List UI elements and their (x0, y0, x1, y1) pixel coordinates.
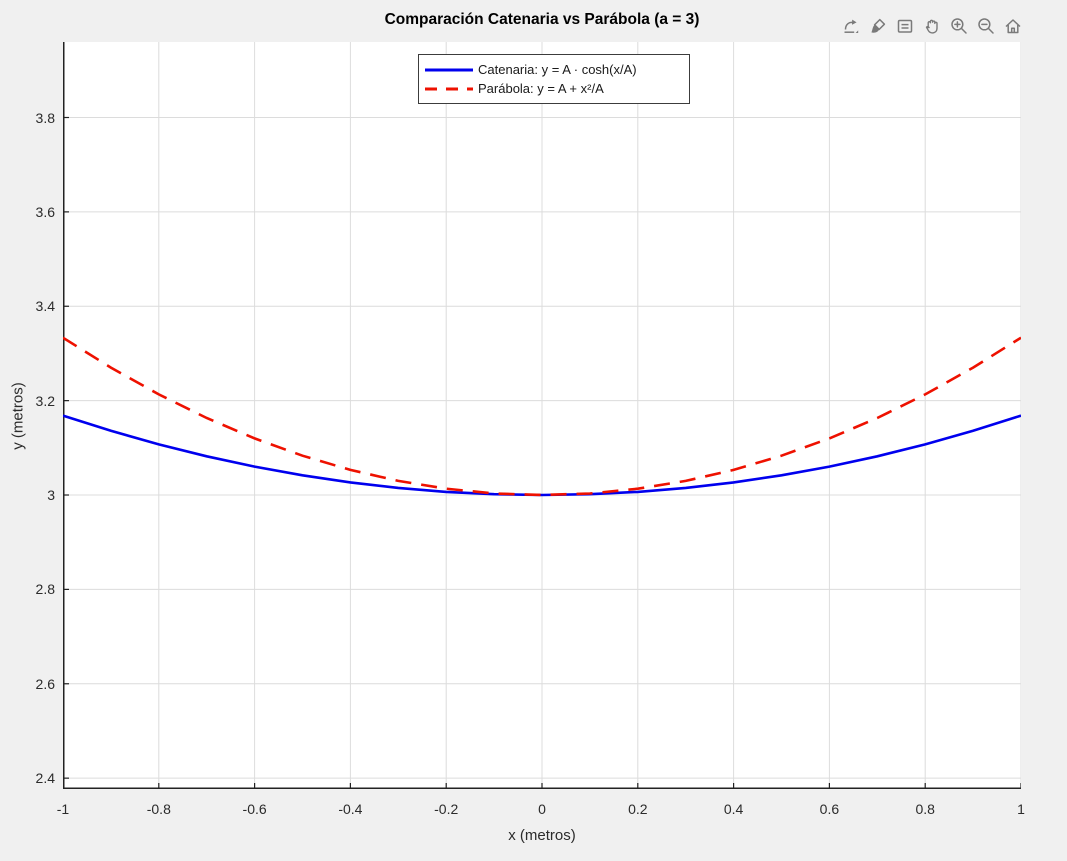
plot-canvas (63, 42, 1021, 789)
x-tick-label: 0.6 (819, 801, 840, 817)
parabola-line-sample (425, 87, 473, 90)
x-tick-label: -1 (56, 801, 70, 817)
x-tick-label: 0.2 (628, 801, 648, 817)
x-tick-label: 0.4 (723, 801, 744, 817)
legend-entry-catenaria: Catenaria: y = A · cosh(x/A) (425, 62, 683, 77)
y-tick-label: 3.6 (35, 203, 55, 220)
legend-entry-parabola: Parábola: y = A + x²/A (425, 81, 683, 96)
x-tick-label: -0.8 (146, 801, 171, 817)
parabola-curve (63, 336, 1021, 497)
y-tick-label: 3.4 (35, 298, 55, 315)
legend-label-parabola: Parábola: y = A + x²/A (478, 81, 604, 96)
y-axis-label: y (metros) (9, 382, 27, 450)
legend-label-catenaria: Catenaria: y = A · cosh(x/A) (478, 62, 637, 77)
y-tick-label: 3.8 (35, 109, 55, 126)
figure-title: Comparación Catenaria vs Parábola (a = 3… (384, 11, 700, 28)
y-tick-label: 3.2 (35, 392, 55, 409)
pan-icon[interactable] (921, 15, 942, 36)
y-tick-label: 3 (47, 487, 55, 503)
x-axis-label: x (metros) (508, 827, 576, 844)
catenaria-line-sample (425, 68, 473, 71)
y-tick-label: 2.4 (35, 770, 55, 787)
y-tick-label: 2.6 (35, 675, 55, 692)
export-icon[interactable] (840, 15, 861, 36)
x-tick-label: 0.8 (915, 801, 935, 817)
axes-toolbar (840, 15, 1023, 36)
home-icon[interactable] (1002, 15, 1023, 36)
legend[interactable]: Catenaria: y = A · cosh(x/A) Parábola: y… (418, 54, 690, 104)
x-tick-label: 1 (1017, 801, 1025, 817)
plot-area (63, 42, 1021, 789)
zoom-in-icon[interactable] (948, 15, 969, 36)
x-tick-label: -0.2 (434, 801, 459, 817)
y-tick-label: 2.8 (35, 581, 55, 598)
x-tick-label: -0.6 (242, 801, 267, 817)
x-tick-label: -0.4 (338, 801, 363, 817)
x-tick-label: 0 (538, 801, 546, 817)
zoom-out-icon[interactable] (975, 15, 996, 36)
datatips-icon[interactable] (894, 15, 915, 36)
brush-icon[interactable] (867, 15, 888, 36)
catenaria-curve (63, 414, 1021, 497)
